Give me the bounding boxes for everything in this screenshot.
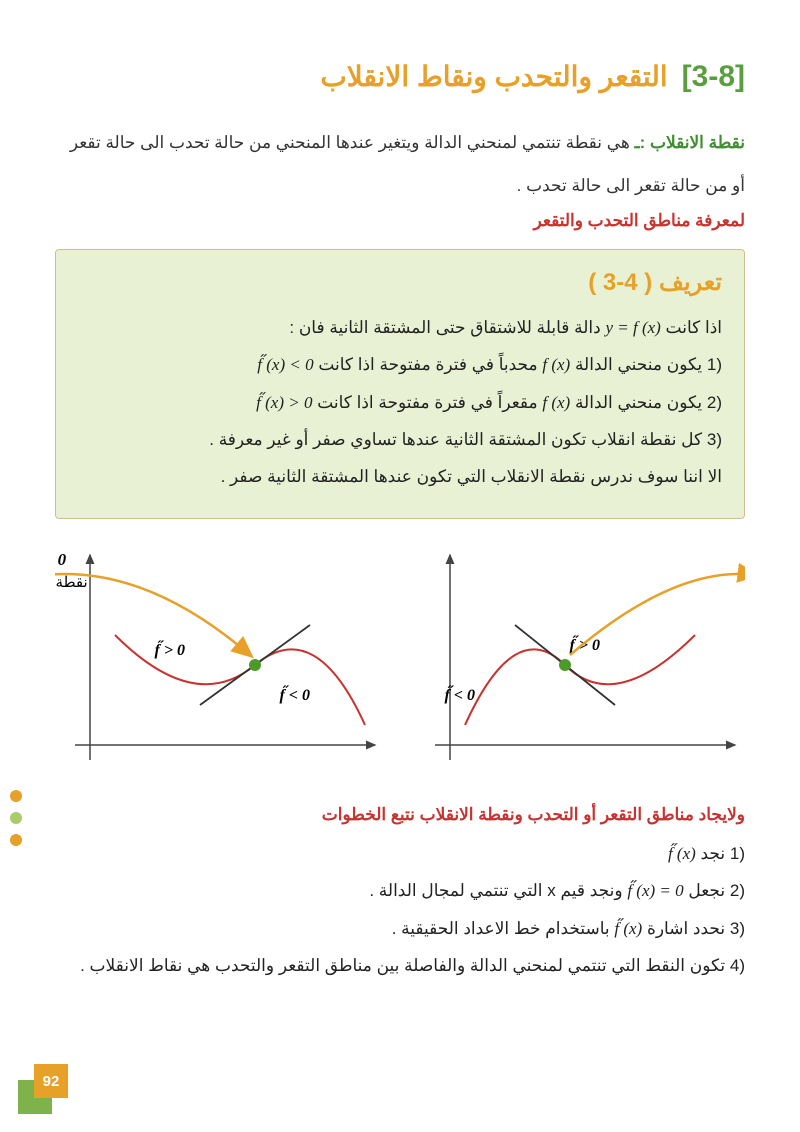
step-1: 1) نجد f̋ (x) [55,835,745,872]
intro-text-1: هي نقطة تنتمي لمنحني الدالة ويتغير عندها… [70,133,630,152]
inflection-term: نقطة الانقلاب :ـ [635,133,745,152]
def-preface: اذا كانت y = f (x) دالة قابلة للاشتقاق ح… [78,309,722,346]
page-number: 92 [43,1073,60,1090]
intro-line-2: أو من حالة تقعر الى حالة تحدب . [55,167,745,204]
step-2: 2) نجعل f̋ (x) = 0 ونجد قيم x التي تنتمي… [55,872,745,909]
def-note: الا اننا سوف ندرس نقطة الانقلاب التي تكو… [78,458,722,495]
diagram-area: f̋ > 0 f̋ < 0 f̋ > 0 f̋ < 0 f̋ = 0 نقطة … [55,545,745,775]
label-f-neg-2: f̋ < 0 [280,684,310,703]
definition-box: تعريف ( 4-3 ) اذا كانت y = f (x) دالة قا… [55,249,745,519]
intro-red: لمعرفة مناطق التحدب والتقعر [55,211,745,231]
label-f-pos-2: f̋ > 0 [155,639,185,658]
steps-title: ولايجاد مناطق التقعر أو التحدب ونقطة الا… [55,805,745,825]
def-line-1: 1) يكون منحني الدالة f (x) محدباً في فتر… [78,346,722,383]
graph-left: f̋ > 0 f̋ < 0 f̋ = 0 نقطة انقلاب [55,545,385,775]
page-square-orange: 92 [34,1064,68,1098]
def-line-3: 3) كل نقطة انقلاب تكون المشتقة الثانية ع… [78,421,722,458]
label-f-neg: f̋ < 0 [445,684,475,703]
section-heading: التقعر والتحدب ونقاط الانقلاب [320,60,667,93]
step-4: 4) تكون النقط التي تنتمي لمنحني الدالة و… [55,947,745,984]
intro-line-1: نقطة الانقلاب :ـ هي نقطة تنتمي لمنحني ال… [55,124,745,161]
dot-3 [10,834,22,846]
def-line-2: 2) يكون منحني الدالة f (x) مقعراً في فتر… [78,384,722,421]
page-footer: 92 [18,1064,68,1114]
dot-1 [10,790,22,802]
top-eq: f̋ = 0 [55,549,67,569]
section-title: [3-8] التقعر والتحدب ونقاط الانقلاب [55,60,745,94]
dot-2 [10,812,22,824]
step-3: 3) نحدد اشارة f̋ (x) باستخدام خط الاعداد… [55,910,745,947]
graph-right: f̋ > 0 f̋ < 0 [415,545,745,775]
section-number: [3-8] [682,60,745,94]
definition-title: تعريف ( 4-3 ) [78,268,722,297]
side-dots [10,790,22,846]
top-label: نقطة انقلاب [55,574,88,591]
